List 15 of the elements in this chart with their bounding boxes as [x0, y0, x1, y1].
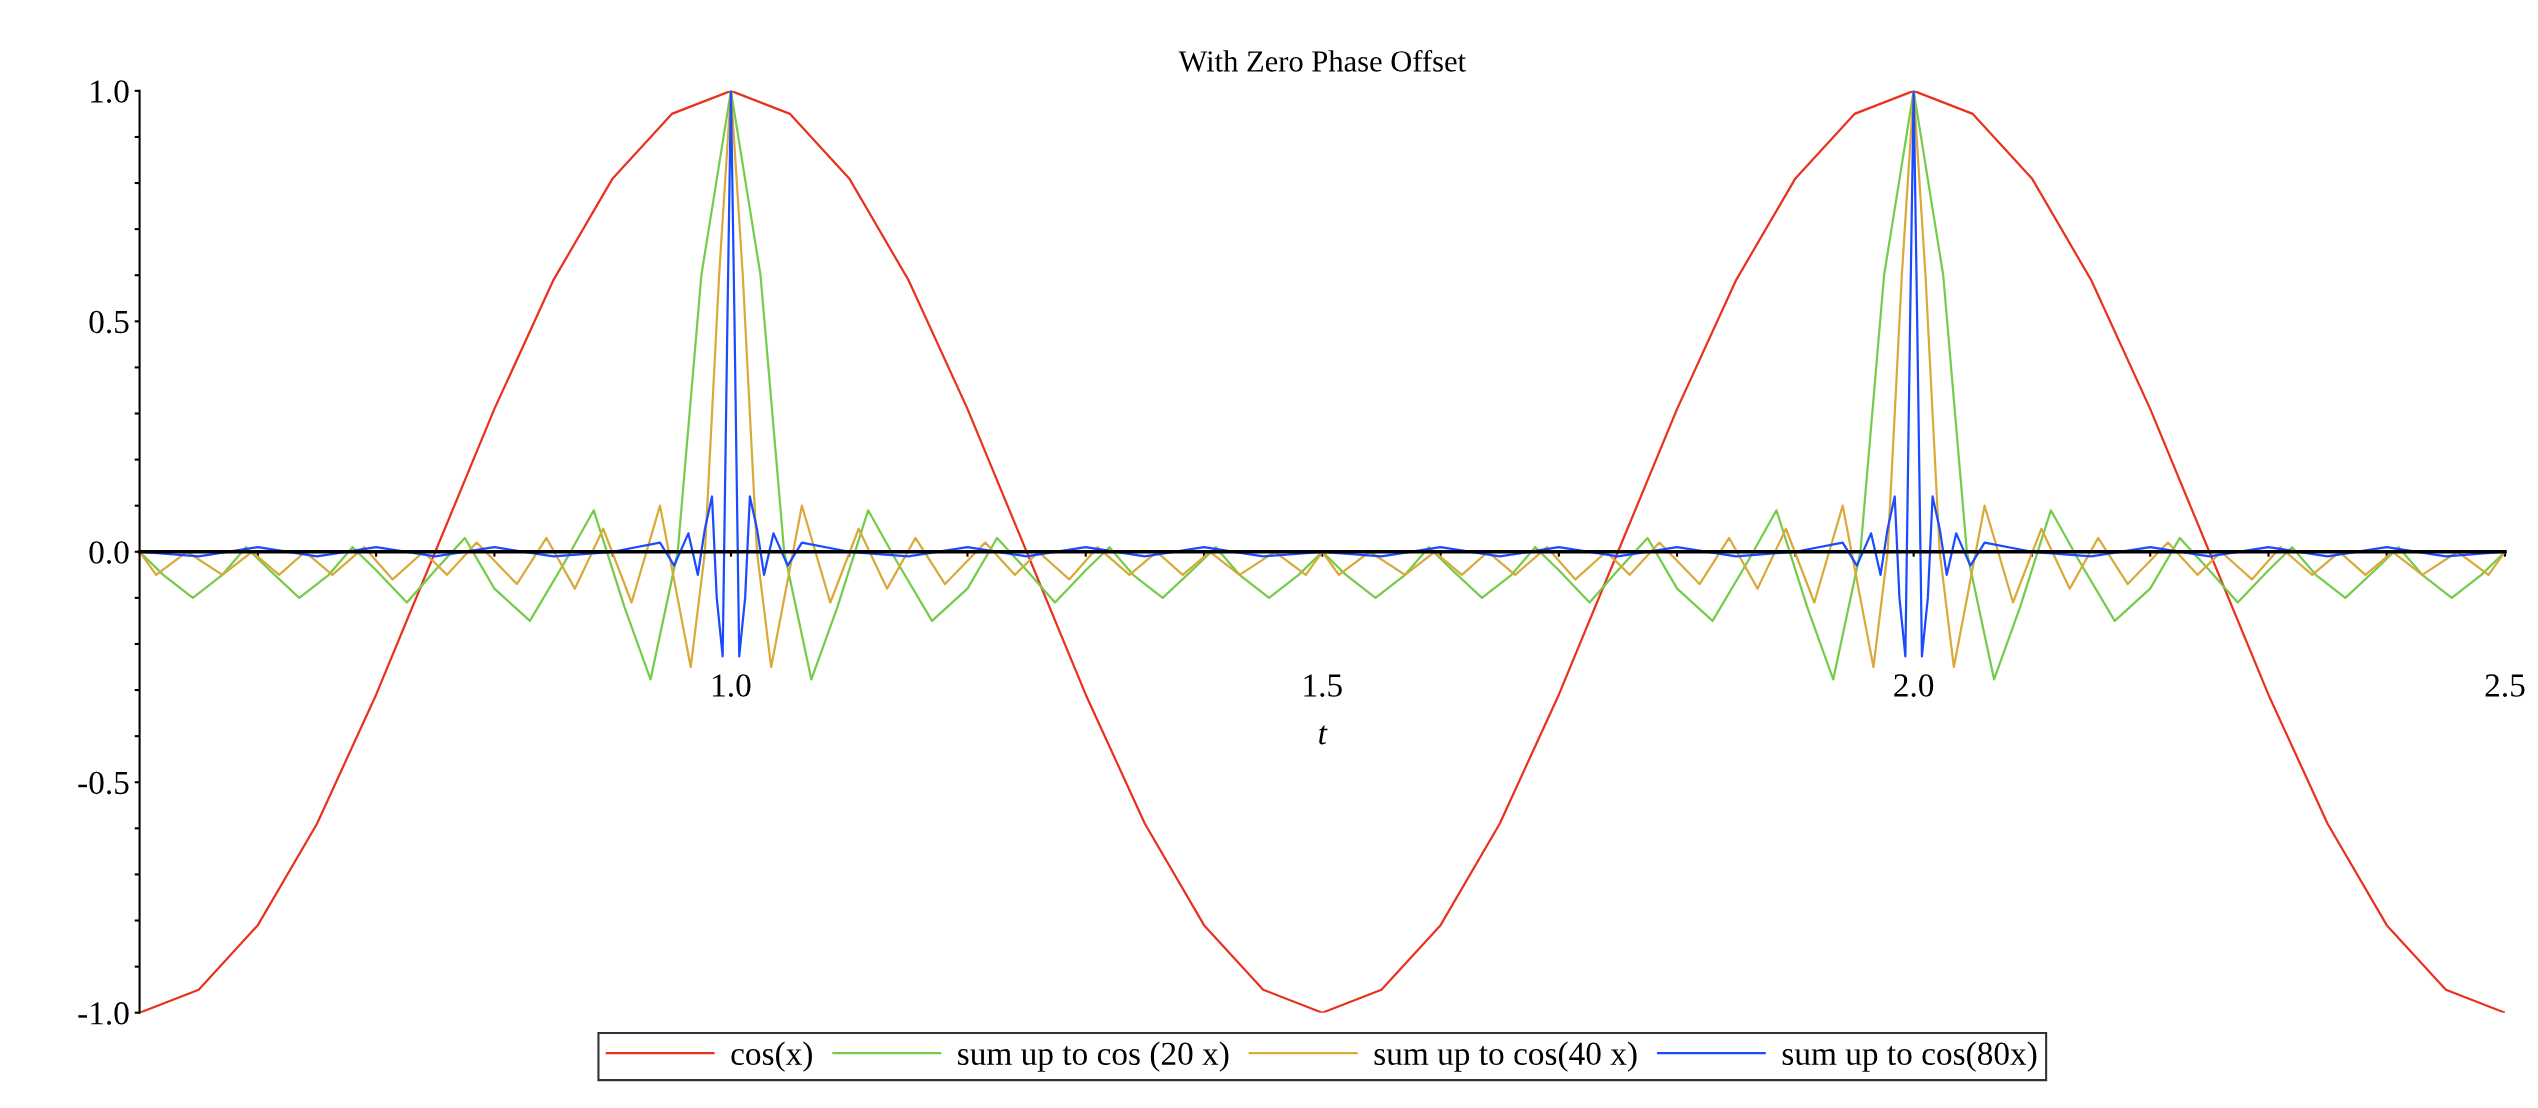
x-tick-label: 2.5	[2485, 674, 2525, 697]
y-tick-label: -0.5	[78, 771, 129, 795]
y-tick-label: 1.0	[91, 80, 129, 103]
chart-title: With Zero Phase Offset	[1178, 49, 1466, 72]
y-tick-label: 0.5	[89, 310, 129, 334]
legend-label: sum up to cos(80x)	[1782, 1041, 2037, 1072]
legend-label: sum up to cos(40 x)	[1374, 1041, 1637, 1072]
y-tick-label: -1.0	[78, 1002, 129, 1025]
x-tick-label: 1.5	[1304, 674, 1342, 697]
y-tick-label: 0.0	[89, 541, 129, 564]
legend-label: cos(x)	[731, 1041, 812, 1072]
x-tick-label: 2.0	[1894, 674, 1934, 697]
x-tick-label: 1.0	[713, 674, 751, 697]
x-axis-title: t	[1319, 725, 1328, 745]
legend-label: sum up to cos (20 x)	[958, 1041, 1229, 1072]
